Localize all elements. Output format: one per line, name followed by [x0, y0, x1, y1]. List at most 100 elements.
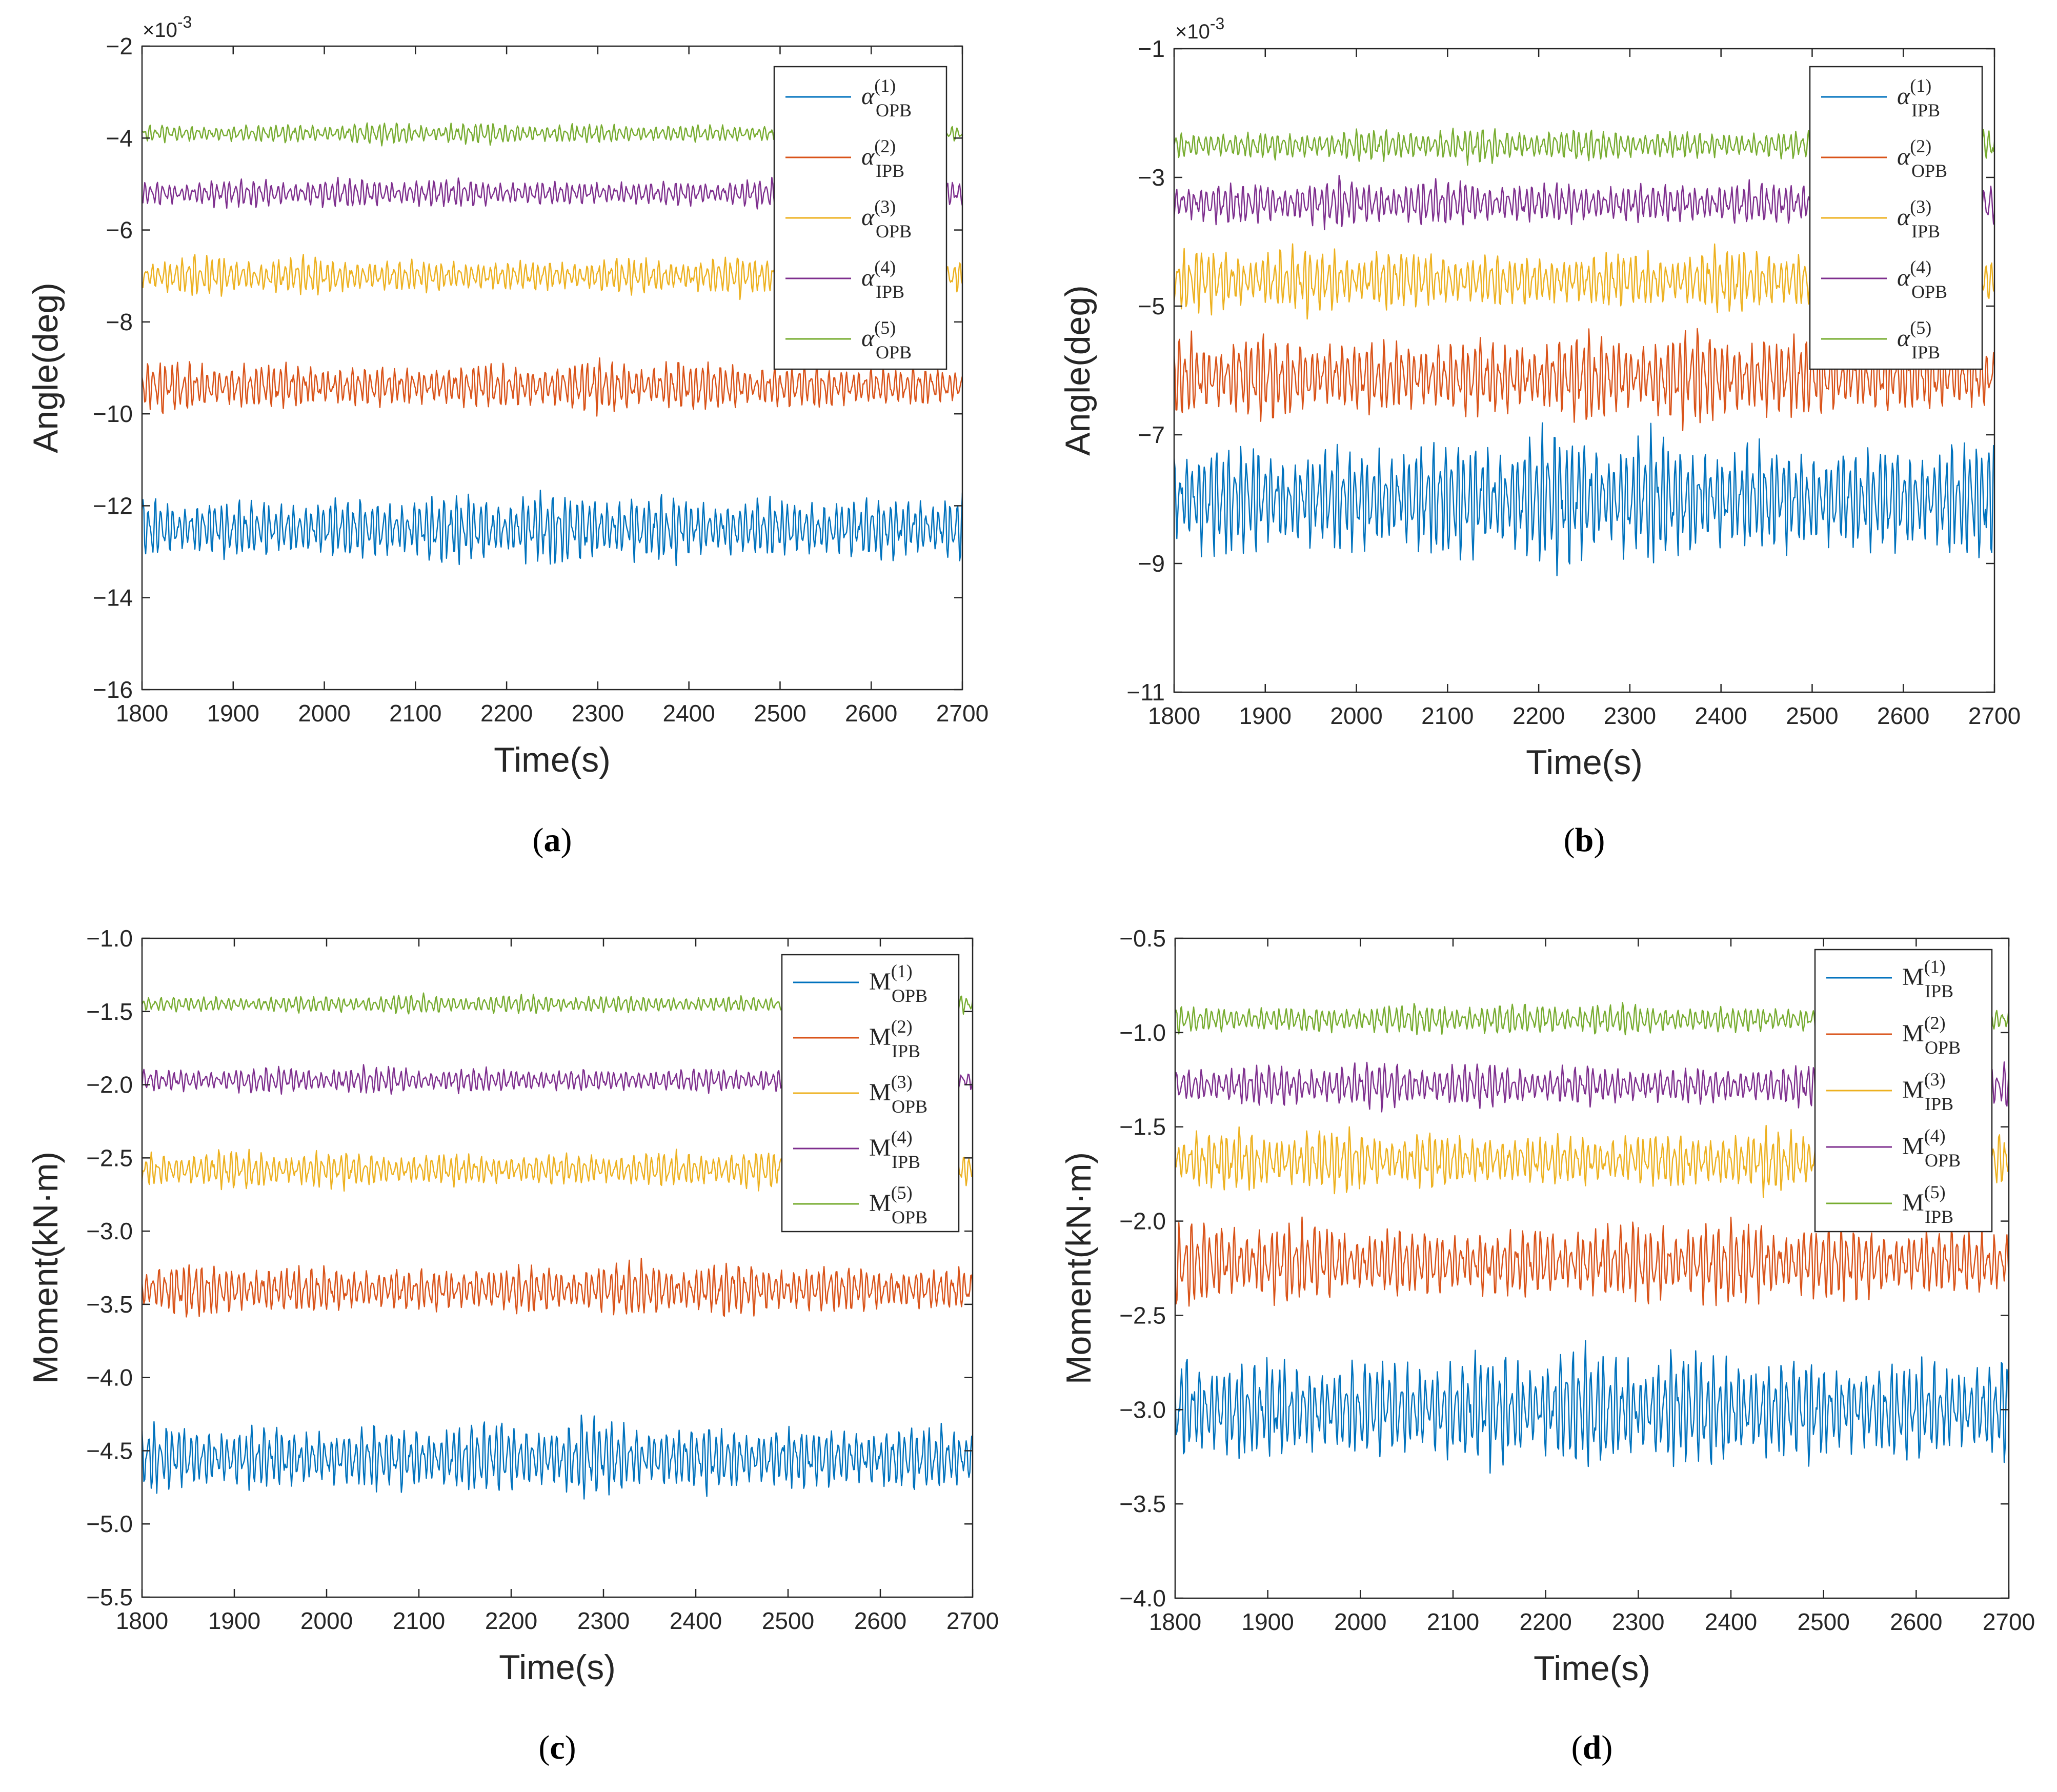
x-tick-label: 2300 — [572, 700, 624, 727]
y-tick-label: −3.5 — [86, 1291, 133, 1318]
x-tick-label: 2500 — [1786, 702, 1838, 729]
y-tick-label: −1.5 — [86, 998, 133, 1025]
x-tick-label: 2300 — [1604, 702, 1656, 729]
legend-label-5: M(5) OPB — [869, 1182, 927, 1227]
y-axis-label: Angle(deg) — [26, 283, 65, 453]
x-tick-label: 2200 — [1519, 1608, 1571, 1635]
x-tick-label: 2000 — [300, 1607, 353, 1634]
x-tick-label: 1800 — [116, 700, 168, 727]
x-axis-label: Time(s) — [494, 740, 611, 779]
legend-label-2: M(2) IPB — [869, 1016, 920, 1061]
panel-label: (c) — [538, 1729, 576, 1766]
y-tick-label: −6 — [106, 217, 133, 244]
series-line-2 — [142, 1258, 973, 1318]
y-tick-label: −1 — [1138, 35, 1165, 62]
x-tick-label: 2700 — [946, 1607, 999, 1634]
legend-label-1: α(1) IPB — [1897, 75, 1940, 120]
y-tick-label: −3 — [1138, 164, 1165, 191]
y-axis-label: Angle(deg) — [1058, 285, 1097, 456]
y-tick-label: −3.0 — [86, 1218, 133, 1244]
x-tick-label: 2400 — [670, 1607, 722, 1634]
series-line-1 — [142, 1414, 973, 1500]
legend-label-3: α(3) IPB — [1897, 196, 1940, 241]
y-tick-label: −2.5 — [86, 1144, 133, 1171]
y-axis-label: Moment(kN·m) — [1059, 1152, 1098, 1384]
y-tick-label: −2.0 — [1119, 1208, 1166, 1235]
x-tick-label: 2100 — [389, 700, 441, 727]
legend-label-4: α(4) IPB — [861, 257, 904, 302]
y-tick-label: −12 — [93, 492, 133, 519]
y-tick-label: −4.5 — [86, 1437, 133, 1464]
series-line-1 — [1174, 422, 1994, 576]
legend: α(1) IPB α(2) OPB α(3) IPB α(4) OPB α(5) IPB — [1809, 66, 1983, 370]
x-tick-label: 1900 — [207, 700, 259, 727]
x-tick-label: 2200 — [1512, 702, 1565, 729]
legend-label-1: α(1) OPB — [861, 75, 912, 120]
x-tick-label: 2700 — [936, 700, 989, 727]
y-tick-label: −10 — [93, 400, 133, 427]
y-tick-label: −5 — [1138, 293, 1165, 319]
y-exponent-label: ×10-3 — [143, 13, 192, 42]
y-tick-label: −4 — [106, 125, 133, 151]
y-tick-label: −14 — [93, 585, 133, 611]
y-tick-label: −1.0 — [86, 925, 133, 952]
y-tick-label: −2 — [106, 33, 133, 59]
legend-label-2: M(2) OPB — [1902, 1013, 1961, 1058]
y-tick-label: −7 — [1138, 421, 1165, 448]
legend-label-5: α(5) OPB — [861, 317, 912, 363]
y-tick-label: −3.5 — [1119, 1491, 1166, 1517]
x-tick-label: 1900 — [1239, 702, 1292, 729]
x-tick-label: 1800 — [1148, 702, 1200, 729]
legend-label-3: M(3) IPB — [1902, 1069, 1953, 1114]
x-tick-label: 1900 — [1241, 1608, 1294, 1635]
x-tick-label: 2100 — [393, 1607, 445, 1634]
legend-label-5: α(5) IPB — [1897, 317, 1940, 363]
legend-label-4: M(4) OPB — [1902, 1125, 1961, 1171]
legend: α(1) OPB α(2) IPB α(3) OPB α(4) IPB α(5) OPB — [773, 66, 947, 370]
chart-panel-c: 1800 1900 2000 2100 2200 2300 2400 2500 2600 2700… — [26, 925, 999, 1766]
legend-label-3: α(3) OPB — [861, 196, 912, 241]
y-tick-label: −1.0 — [1119, 1019, 1166, 1046]
y-tick-label: −16 — [93, 676, 133, 703]
x-tick-label: 2500 — [754, 700, 806, 727]
axes-box — [1174, 937, 2010, 1599]
legend-label-4: α(4) OPB — [1897, 257, 1947, 302]
x-axis-label: Time(s) — [1526, 743, 1643, 782]
chart-panel-d: 1800 1900 2000 2100 2200 2300 2400 2500 2600 2700… — [1059, 925, 2035, 1766]
legend-label-1: M(1) IPB — [1902, 956, 1953, 1001]
y-tick-label: −4.0 — [86, 1364, 133, 1391]
x-tick-label: 2400 — [1705, 1608, 1757, 1635]
x-axis-label: Time(s) — [499, 1648, 616, 1687]
x-tick-label: 2200 — [480, 700, 533, 727]
x-tick-label: 1900 — [208, 1607, 260, 1634]
series-line-2 — [142, 357, 962, 417]
x-tick-label: 2100 — [1421, 702, 1474, 729]
legend-label-2: α(2) IPB — [861, 136, 904, 181]
y-tick-label: −2.5 — [1119, 1302, 1166, 1328]
x-tick-label: 2700 — [1968, 702, 2021, 729]
x-tick-label: 2300 — [1612, 1608, 1664, 1635]
x-tick-label: 2500 — [762, 1607, 814, 1634]
legend-label-1: M(1) OPB — [869, 961, 927, 1006]
series-line-1 — [142, 490, 962, 567]
axes-box — [141, 45, 963, 691]
axes-box — [141, 937, 974, 1598]
x-tick-label: 2600 — [1890, 1608, 1942, 1635]
chart-panel-a: 1800 1900 2000 2100 2200 2300 2400 2500 2600 2700… — [26, 13, 989, 859]
panel-label: (b) — [1564, 821, 1605, 859]
x-tick-label: 2600 — [845, 700, 897, 727]
panel-label: (d) — [1571, 1729, 1613, 1766]
x-tick-label: 2400 — [662, 700, 715, 727]
chart-panel-b: 1800 1900 2000 2100 2200 2300 2400 2500 2600 2700… — [1058, 14, 2021, 859]
y-tick-label: −8 — [106, 309, 133, 335]
x-tick-label: 2000 — [298, 700, 350, 727]
y-tick-label: −3.0 — [1119, 1396, 1166, 1423]
x-tick-label: 2600 — [1877, 702, 1929, 729]
y-tick-label: −11 — [1126, 679, 1165, 706]
x-tick-label: 2100 — [1427, 1608, 1479, 1635]
x-tick-label: 2000 — [1330, 702, 1382, 729]
y-tick-label: −1.5 — [1119, 1114, 1166, 1140]
y-tick-label: −5.0 — [86, 1511, 133, 1537]
x-axis-label: Time(s) — [1534, 1649, 1650, 1688]
